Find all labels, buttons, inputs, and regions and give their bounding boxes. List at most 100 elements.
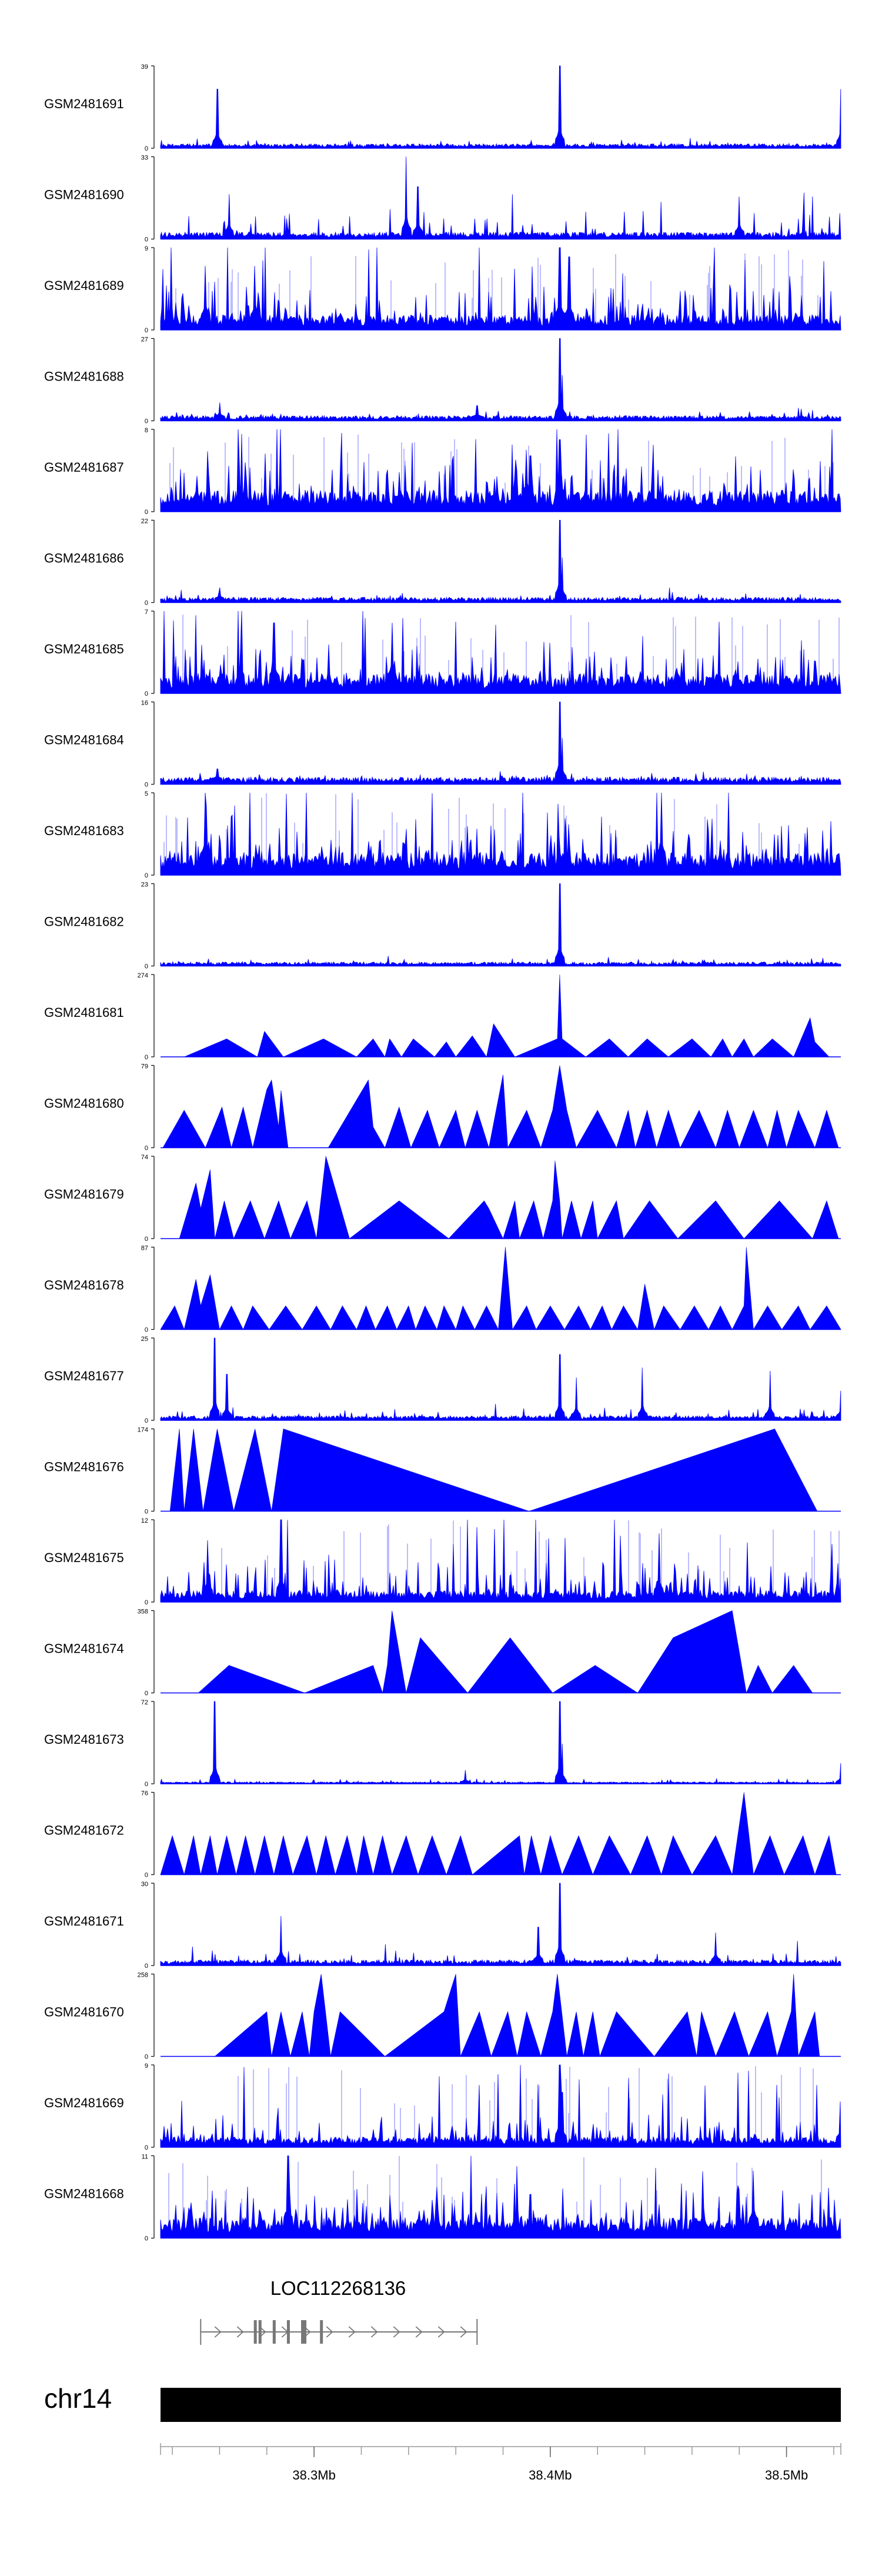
y-min-label: 0 xyxy=(145,1781,148,1788)
gene-name: LOC112268136 xyxy=(270,2277,406,2299)
y-max-label: 74 xyxy=(141,1154,148,1161)
y-min-label: 0 xyxy=(145,1145,148,1152)
track-label: GSM2481676 xyxy=(44,1460,124,1474)
track-label: GSM2481683 xyxy=(44,823,124,838)
y-max-label: 87 xyxy=(141,1245,148,1252)
y-min-label: 0 xyxy=(145,600,148,607)
y-min-label: 0 xyxy=(145,1236,148,1243)
signal-area xyxy=(160,1883,841,1966)
y-min-label: 0 xyxy=(145,1054,148,1061)
track-GSM2481668: GSM2481668 11 0 xyxy=(44,2154,841,2243)
y-max-label: 7 xyxy=(145,609,148,616)
gene-exon xyxy=(301,2320,305,2344)
signal-area xyxy=(160,1519,841,1603)
signal-area xyxy=(160,2064,841,2148)
signal-area xyxy=(169,1429,818,1511)
signal-area xyxy=(184,974,830,1057)
track-label: GSM2481680 xyxy=(44,1096,124,1111)
strand-arrow xyxy=(393,2326,400,2338)
y-max-label: 12 xyxy=(141,1517,148,1524)
strand-arrow xyxy=(236,2326,244,2338)
gene-track: LOC112268136 xyxy=(200,2277,478,2345)
y-max-label: 9 xyxy=(145,245,148,252)
strand-arrow xyxy=(281,2326,289,2338)
axis-tick-label: 38.4Mb xyxy=(529,2468,572,2482)
y-min-label: 0 xyxy=(145,327,148,334)
y-max-label: 23 xyxy=(141,882,148,889)
track-label: GSM2481671 xyxy=(44,1914,124,1928)
signal-area xyxy=(160,1701,841,1784)
strand-arrow xyxy=(303,2326,311,2338)
chromosome-name: chr14 xyxy=(44,2383,112,2414)
track-GSM2481685: GSM2481685 7 0 xyxy=(44,609,841,698)
signal-area xyxy=(214,1974,820,2057)
y-min-label: 0 xyxy=(145,1872,148,1879)
y-max-label: 8 xyxy=(145,427,148,434)
track-GSM2481682: GSM2481682 23 0 xyxy=(44,882,841,970)
signal-area xyxy=(160,2155,841,2238)
track-GSM2481681: GSM2481681 274 0 xyxy=(44,972,841,1061)
track-GSM2481688: GSM2481688 27 0 xyxy=(44,336,841,425)
track-GSM2481689: GSM2481689 9 0 xyxy=(44,245,841,334)
axis-tick-label: 38.5Mb xyxy=(765,2468,808,2482)
signal-area xyxy=(160,1792,837,1876)
track-label: GSM2481682 xyxy=(44,915,124,929)
track-label: GSM2481690 xyxy=(44,188,124,202)
track-label: GSM2481689 xyxy=(44,278,124,293)
y-min-label: 0 xyxy=(145,236,148,243)
track-GSM2481683: GSM2481683 5 0 xyxy=(44,790,841,879)
y-min-label: 0 xyxy=(145,1690,148,1697)
y-min-label: 0 xyxy=(145,509,148,516)
track-label: GSM2481675 xyxy=(44,1550,124,1565)
y-max-label: 11 xyxy=(142,2154,148,2161)
signal-area xyxy=(160,65,841,149)
track-label: GSM2481677 xyxy=(44,1369,124,1383)
strand-arrow xyxy=(348,2326,356,2338)
signal-area xyxy=(160,792,841,876)
y-min-label: 0 xyxy=(145,1327,148,1334)
y-max-label: 16 xyxy=(141,700,148,707)
genomic-axis: 38.3Mb 38.4Mb 38.5Mb xyxy=(160,2443,841,2482)
signal-area xyxy=(160,702,841,785)
track-label: GSM2481681 xyxy=(44,1005,124,1020)
strand-arrow xyxy=(214,2326,222,2338)
track-GSM2481678: GSM2481678 87 0 xyxy=(44,1245,841,1334)
y-min-label: 0 xyxy=(145,690,148,698)
strand-arrow xyxy=(326,2326,333,2338)
track-GSM2481677: GSM2481677 25 0 xyxy=(44,1336,841,1424)
y-max-label: 76 xyxy=(141,1790,148,1797)
strand-arrow xyxy=(415,2326,423,2338)
track-GSM2481674: GSM2481674 358 0 xyxy=(44,1609,841,1697)
y-max-label: 30 xyxy=(141,1881,148,1888)
signal-area xyxy=(160,1337,841,1421)
y-max-label: 174 xyxy=(138,1427,148,1434)
y-max-label: 27 xyxy=(141,336,148,343)
y-min-label: 0 xyxy=(145,418,148,425)
track-GSM2481669: GSM2481669 9 0 xyxy=(44,2063,841,2151)
signal-area xyxy=(160,156,841,239)
track-label: GSM2481669 xyxy=(44,2095,124,2110)
track-label: GSM2481686 xyxy=(44,551,124,566)
y-min-label: 0 xyxy=(145,2235,148,2243)
track-label: GSM2481684 xyxy=(44,733,124,748)
track-label: GSM2481688 xyxy=(44,369,124,384)
signal-area xyxy=(198,1610,813,1694)
chromosome-track: chr14 38.3Mb 38.4Mb 38.5Mb xyxy=(44,2383,841,2482)
track-label: GSM2481687 xyxy=(44,460,124,475)
gene-exon xyxy=(258,2320,262,2344)
y-min-label: 0 xyxy=(145,2054,148,2061)
y-min-label: 0 xyxy=(145,145,148,152)
signal-area xyxy=(160,247,841,331)
y-max-label: 274 xyxy=(138,972,148,979)
gene-exon xyxy=(272,2320,276,2344)
y-min-label: 0 xyxy=(145,1599,148,1606)
y-min-label: 0 xyxy=(145,1963,148,1970)
y-min-label: 0 xyxy=(145,782,148,789)
strand-arrow xyxy=(460,2326,467,2338)
y-max-label: 79 xyxy=(141,1063,148,1070)
track-GSM2481675: GSM2481675 12 0 xyxy=(44,1517,841,1606)
track-label: GSM2481674 xyxy=(44,1641,124,1656)
y-max-label: 39 xyxy=(141,64,148,71)
chromosome-ideogram xyxy=(161,2388,841,2422)
y-max-label: 258 xyxy=(138,1972,148,1979)
